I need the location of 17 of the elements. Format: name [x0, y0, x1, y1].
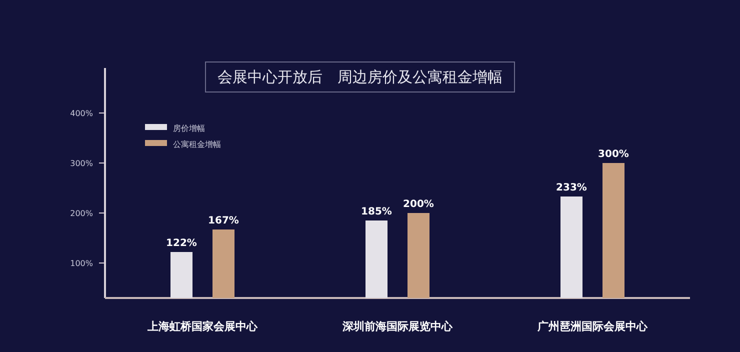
- data-label: 167%: [208, 216, 239, 226]
- x-tick-label: 广州琶洲国际会展中心: [536, 320, 648, 333]
- x-tick-label: 深圳前海国际展览中心: [342, 320, 454, 333]
- data-label: 185%: [361, 206, 392, 218]
- legend-label: 房价增幅: [173, 124, 205, 133]
- data-label: 233%: [556, 182, 587, 194]
- y-tick-label: 200%: [70, 209, 94, 218]
- data-label: 200%: [403, 199, 434, 210]
- data-label: 300%: [598, 149, 629, 160]
- y-tick-label: 100%: [70, 259, 94, 268]
- chart-title: 会展中心开放后 周边房价及公寓租金增幅: [218, 68, 502, 86]
- legend-label: 公寓租金增幅: [173, 140, 221, 149]
- y-tick-label: 400%: [70, 109, 94, 118]
- data-label: 122%: [166, 238, 197, 249]
- y-tick-label: 300%: [70, 159, 94, 168]
- title: 会展中心开放后 周边房价及公寓租金增幅: [205, 62, 515, 92]
- x-tick-label: 上海虹桥国家会展中心: [146, 320, 258, 333]
